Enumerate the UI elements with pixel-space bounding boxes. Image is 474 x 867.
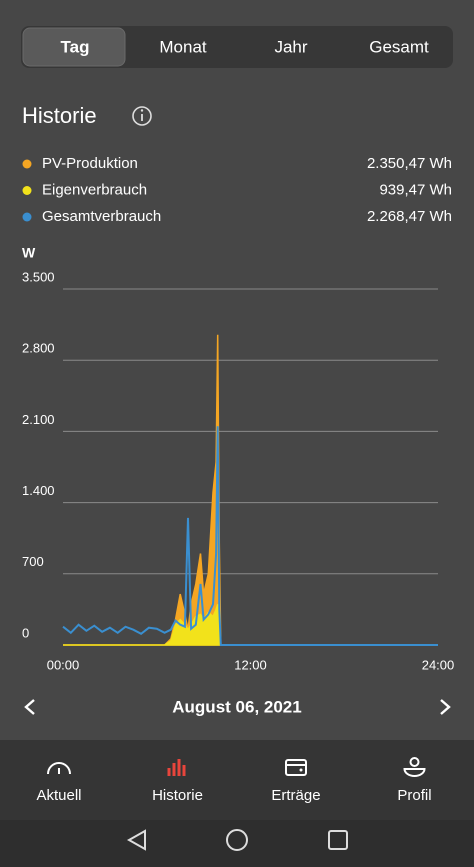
legend-total: 2.350,47 Wh (367, 155, 452, 172)
tab[interactable]: Gesamt (369, 37, 429, 56)
y-tick-label: 3.500 (22, 269, 55, 284)
legend-total: 2.268,47 Wh (367, 208, 452, 225)
tab-selected (22, 27, 126, 67)
y-unit: W (22, 245, 36, 261)
y-tick-label: 2.800 (22, 341, 55, 356)
tab-bar (21, 26, 453, 68)
area (63, 604, 438, 646)
home-button[interactable] (226, 829, 248, 851)
next-button[interactable] (440, 699, 451, 715)
system-nav (0, 820, 474, 867)
x-tick-label: 00:00 (47, 657, 80, 672)
nav-label[interactable]: Aktuell (36, 787, 81, 804)
y-tick-label: 2.100 (22, 412, 55, 427)
legend-dot (22, 212, 32, 222)
legend-total: 939,47 Wh (379, 181, 452, 198)
info-icon[interactable] (132, 106, 152, 126)
prev-button[interactable] (24, 699, 35, 715)
legend-name: Eigenverbrauch (42, 181, 147, 198)
y-tick-label: 700 (22, 554, 44, 569)
tab[interactable]: Jahr (274, 37, 307, 56)
nav-label[interactable]: Profil (397, 787, 431, 804)
legend-dot (22, 159, 32, 169)
tab[interactable]: Tag (61, 37, 90, 56)
nav-label[interactable]: Historie (152, 787, 203, 804)
x-tick-label: 24:00 (422, 657, 455, 672)
tab[interactable]: Monat (159, 37, 207, 56)
bottom-nav (0, 740, 474, 820)
legend-dot (22, 186, 32, 195)
back-button[interactable] (126, 829, 146, 851)
y-tick-label: 0 (22, 625, 29, 640)
date-label: August 06, 2021 (172, 697, 301, 716)
legend-name: PV-Produktion (42, 155, 138, 172)
nav-icon (285, 759, 307, 776)
nav-icon (167, 759, 186, 776)
legend-name: Gesamtverbrauch (42, 208, 161, 225)
section-title: Historie (22, 103, 97, 128)
recents-button[interactable] (328, 830, 348, 850)
nav-icon (403, 757, 426, 777)
nav-label[interactable]: Erträge (271, 787, 320, 804)
nav-icon (47, 762, 71, 775)
y-tick-label: 1.400 (22, 483, 55, 498)
x-tick-label: 12:00 (234, 657, 267, 672)
line (62, 426, 438, 646)
